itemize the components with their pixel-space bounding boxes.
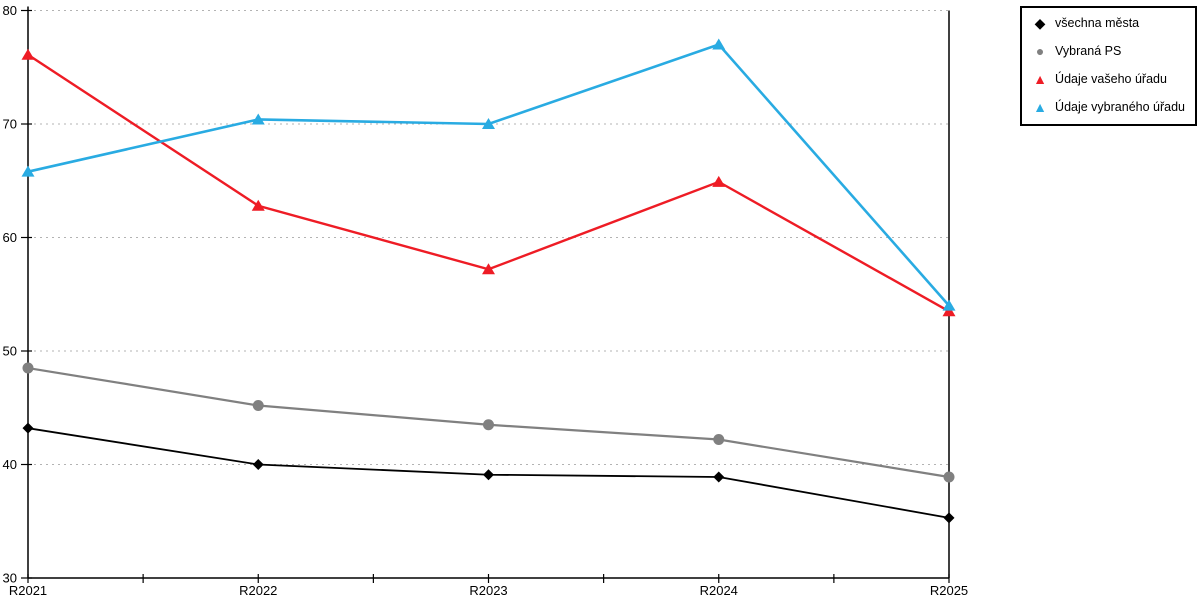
y-tick-label: 40 bbox=[3, 457, 17, 472]
line-chart: 30 40 50 60 70 80 R2021 R2022 R2023 R2024 R2025 bbox=[3, 3, 969, 598]
x-tick-label: R2021 bbox=[9, 583, 47, 598]
legend-label: Údaje vašeho úřadu bbox=[1055, 72, 1167, 86]
legend-label: Údaje vybraného úřadu bbox=[1055, 100, 1185, 114]
x-tick-label: R2023 bbox=[469, 583, 507, 598]
diamond-marker bbox=[483, 469, 494, 481]
y-tick-label: 70 bbox=[3, 117, 17, 132]
legend-label: všechna města bbox=[1055, 16, 1140, 30]
triangle-marker bbox=[21, 48, 35, 60]
x-tick-label: R2024 bbox=[700, 583, 738, 598]
circle-marker bbox=[943, 471, 955, 483]
circle-icon: ● bbox=[1035, 43, 1045, 59]
y-tick-label: 60 bbox=[3, 230, 17, 245]
triangle-marker bbox=[251, 113, 265, 125]
triangle-marker bbox=[712, 38, 726, 50]
circle-marker bbox=[22, 362, 34, 374]
triangle-icon: ▲ bbox=[1033, 71, 1047, 87]
triangle-icon: ▲ bbox=[1033, 99, 1047, 115]
y-tick-label: 50 bbox=[3, 344, 17, 359]
legend-item-vybrana-ps: ● Vybraná PS bbox=[1032, 44, 1185, 58]
diamond-marker bbox=[713, 471, 725, 483]
x-tick-label: R2022 bbox=[239, 583, 277, 598]
diamond-marker bbox=[252, 459, 264, 470]
circle-marker bbox=[713, 434, 725, 446]
triangle-marker bbox=[712, 175, 726, 187]
legend-item-udaje-vaseho-uradu: ▲ Údaje vašeho úřadu bbox=[1032, 72, 1185, 86]
triangle-marker bbox=[942, 305, 956, 317]
diamond-marker bbox=[943, 512, 955, 524]
triangle-marker bbox=[482, 263, 495, 275]
diamond-marker bbox=[22, 422, 34, 434]
triangle-marker bbox=[482, 118, 495, 129]
legend-item-vsechna-mesta: ◆ všechna města bbox=[1032, 16, 1185, 30]
y-tick-label: 30 bbox=[3, 571, 17, 586]
legend-item-udaje-vybraneho-uradu: ▲ Údaje vybraného úřadu bbox=[1032, 100, 1185, 114]
chart-legend: ◆ všechna města ● Vybraná PS ▲ Údaje vaš… bbox=[1020, 6, 1197, 126]
diamond-icon: ◆ bbox=[1034, 15, 1046, 31]
circle-marker bbox=[483, 419, 494, 431]
legend-label: Vybraná PS bbox=[1055, 44, 1122, 58]
triangle-marker bbox=[942, 299, 956, 311]
circle-marker bbox=[252, 399, 264, 411]
triangle-marker bbox=[21, 165, 35, 177]
triangle-marker bbox=[251, 199, 265, 211]
x-tick-label: R2025 bbox=[930, 583, 968, 598]
y-tick-label: 80 bbox=[3, 3, 17, 18]
